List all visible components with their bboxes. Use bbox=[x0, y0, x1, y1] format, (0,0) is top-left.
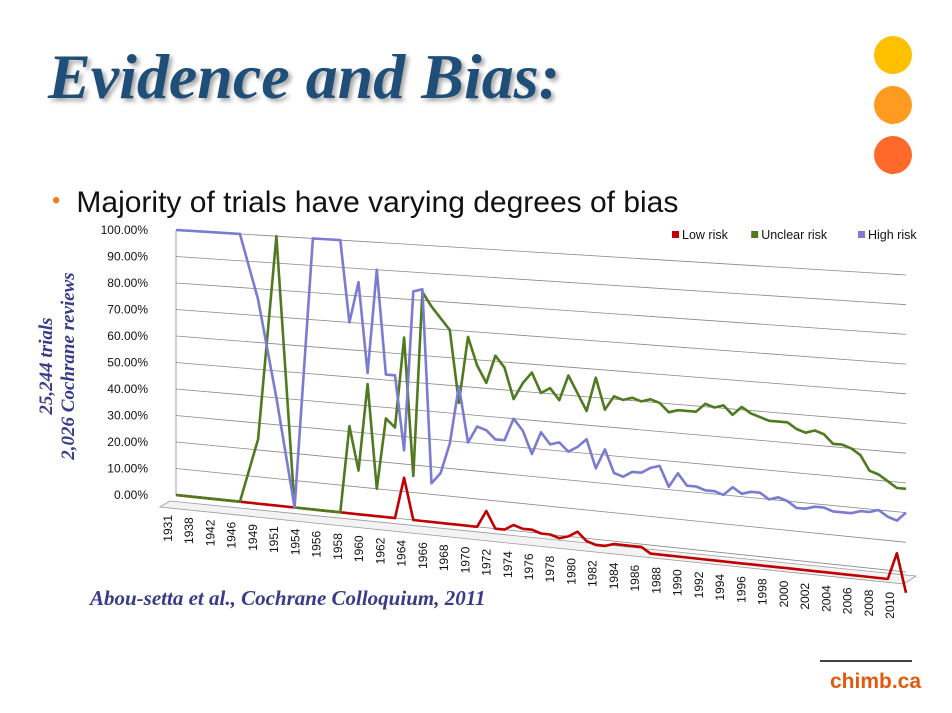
gridline bbox=[175, 229, 907, 276]
x-tick-label: 1938 bbox=[182, 517, 196, 544]
y-tick-label: 90.00% bbox=[107, 250, 148, 264]
y-tick-label: 70.00% bbox=[107, 303, 148, 317]
x-tick-label: 2002 bbox=[798, 583, 812, 610]
x-tick-label: 2000 bbox=[777, 580, 791, 607]
x-tick-label: 1942 bbox=[203, 519, 217, 546]
legend-swatch bbox=[672, 231, 679, 238]
y-tick-label: 20.00% bbox=[107, 435, 148, 449]
x-tick-label: 1951 bbox=[267, 526, 281, 553]
x-tick-label: 1968 bbox=[437, 544, 451, 571]
side-caption: 25,244 trials 2,026 Cochrane reviews bbox=[36, 216, 80, 516]
footer-divider bbox=[820, 660, 912, 662]
gridline bbox=[175, 388, 907, 454]
gridline bbox=[175, 282, 907, 335]
decor-dot-orange bbox=[874, 86, 912, 124]
x-tick-label: 2006 bbox=[841, 587, 855, 614]
x-tick-label: 1982 bbox=[586, 560, 600, 587]
x-tick-label: 1988 bbox=[649, 567, 663, 594]
side-caption-trials: 25,244 trials bbox=[36, 317, 57, 415]
x-tick-label: 1990 bbox=[671, 569, 685, 596]
y-tick-label: 10.00% bbox=[107, 462, 148, 476]
x-tick-label: 1962 bbox=[373, 537, 387, 564]
x-tick-label: 1956 bbox=[310, 531, 324, 558]
gridline bbox=[175, 309, 907, 365]
bullet-text: Majority of trials have varying degrees … bbox=[76, 186, 679, 219]
x-tick-label: 1980 bbox=[564, 558, 578, 585]
x-tick-label: 1996 bbox=[734, 576, 748, 603]
decor-dot-red bbox=[874, 136, 912, 174]
x-tick-label: 1992 bbox=[692, 571, 706, 598]
x-tick-label: 1976 bbox=[522, 553, 536, 580]
decor-dot-yellow bbox=[874, 36, 912, 74]
bullet-point: • Majority of trials have varying degrees… bbox=[52, 186, 678, 220]
x-tick-label: 1960 bbox=[352, 535, 366, 562]
x-tick-label: 1966 bbox=[416, 542, 430, 569]
slide-title: Evidence and Bias: bbox=[48, 41, 560, 112]
x-tick-label: 1984 bbox=[607, 562, 621, 589]
x-tick-label: 1972 bbox=[480, 549, 494, 576]
x-tick-label: 1964 bbox=[395, 540, 409, 567]
legend-swatch bbox=[751, 231, 759, 238]
x-tick-label: 2008 bbox=[862, 589, 876, 616]
x-tick-label: 1970 bbox=[458, 546, 472, 573]
brand-logo: chimb.ca bbox=[830, 670, 922, 693]
legend-label: High risk bbox=[868, 228, 917, 242]
y-tick-label: 50.00% bbox=[107, 356, 148, 370]
series-line-low-risk bbox=[175, 476, 908, 594]
y-tick-label: 60.00% bbox=[107, 329, 148, 343]
gridline bbox=[175, 256, 907, 306]
x-tick-label: 1994 bbox=[713, 574, 727, 601]
y-tick-label: 80.00% bbox=[107, 276, 148, 290]
y-tick-label: 30.00% bbox=[107, 409, 148, 423]
x-tick-label: 1954 bbox=[288, 528, 302, 555]
side-caption-reviews: 2,026 Cochrane reviews bbox=[58, 272, 79, 460]
x-tick-label: 1931 bbox=[161, 515, 175, 542]
x-tick-label: 2004 bbox=[819, 585, 833, 612]
series-line-unclear-risk bbox=[175, 234, 907, 514]
bullet-icon: • bbox=[52, 187, 61, 214]
x-tick-label: 1986 bbox=[628, 565, 642, 592]
legend-label: Unclear risk bbox=[761, 228, 828, 242]
gridline bbox=[175, 335, 907, 395]
x-tick-label: 2010 bbox=[883, 592, 897, 619]
y-tick-label: 0.00% bbox=[114, 488, 148, 502]
x-tick-label: 1974 bbox=[501, 551, 515, 578]
x-tick-label: 1978 bbox=[543, 555, 557, 582]
bias-line-chart: 0.00% 10.00% 20.00% 30.00% 40.00% 50.00% 60.00… bbox=[101, 223, 918, 619]
series-line-high-risk bbox=[175, 228, 907, 522]
y-tick-label: 40.00% bbox=[107, 382, 148, 396]
x-tick-label: 1998 bbox=[756, 578, 770, 605]
legend-swatch bbox=[858, 231, 865, 238]
x-tick-label: 1949 bbox=[246, 524, 260, 551]
citation: Abou-setta et al., Cochrane Colloquium, … bbox=[90, 586, 486, 610]
legend-label: Low risk bbox=[682, 228, 729, 242]
gridline bbox=[175, 415, 907, 484]
y-tick-label: 100.00% bbox=[101, 223, 149, 237]
x-tick-label: 1946 bbox=[225, 521, 239, 548]
x-tick-label: 1958 bbox=[331, 533, 345, 560]
